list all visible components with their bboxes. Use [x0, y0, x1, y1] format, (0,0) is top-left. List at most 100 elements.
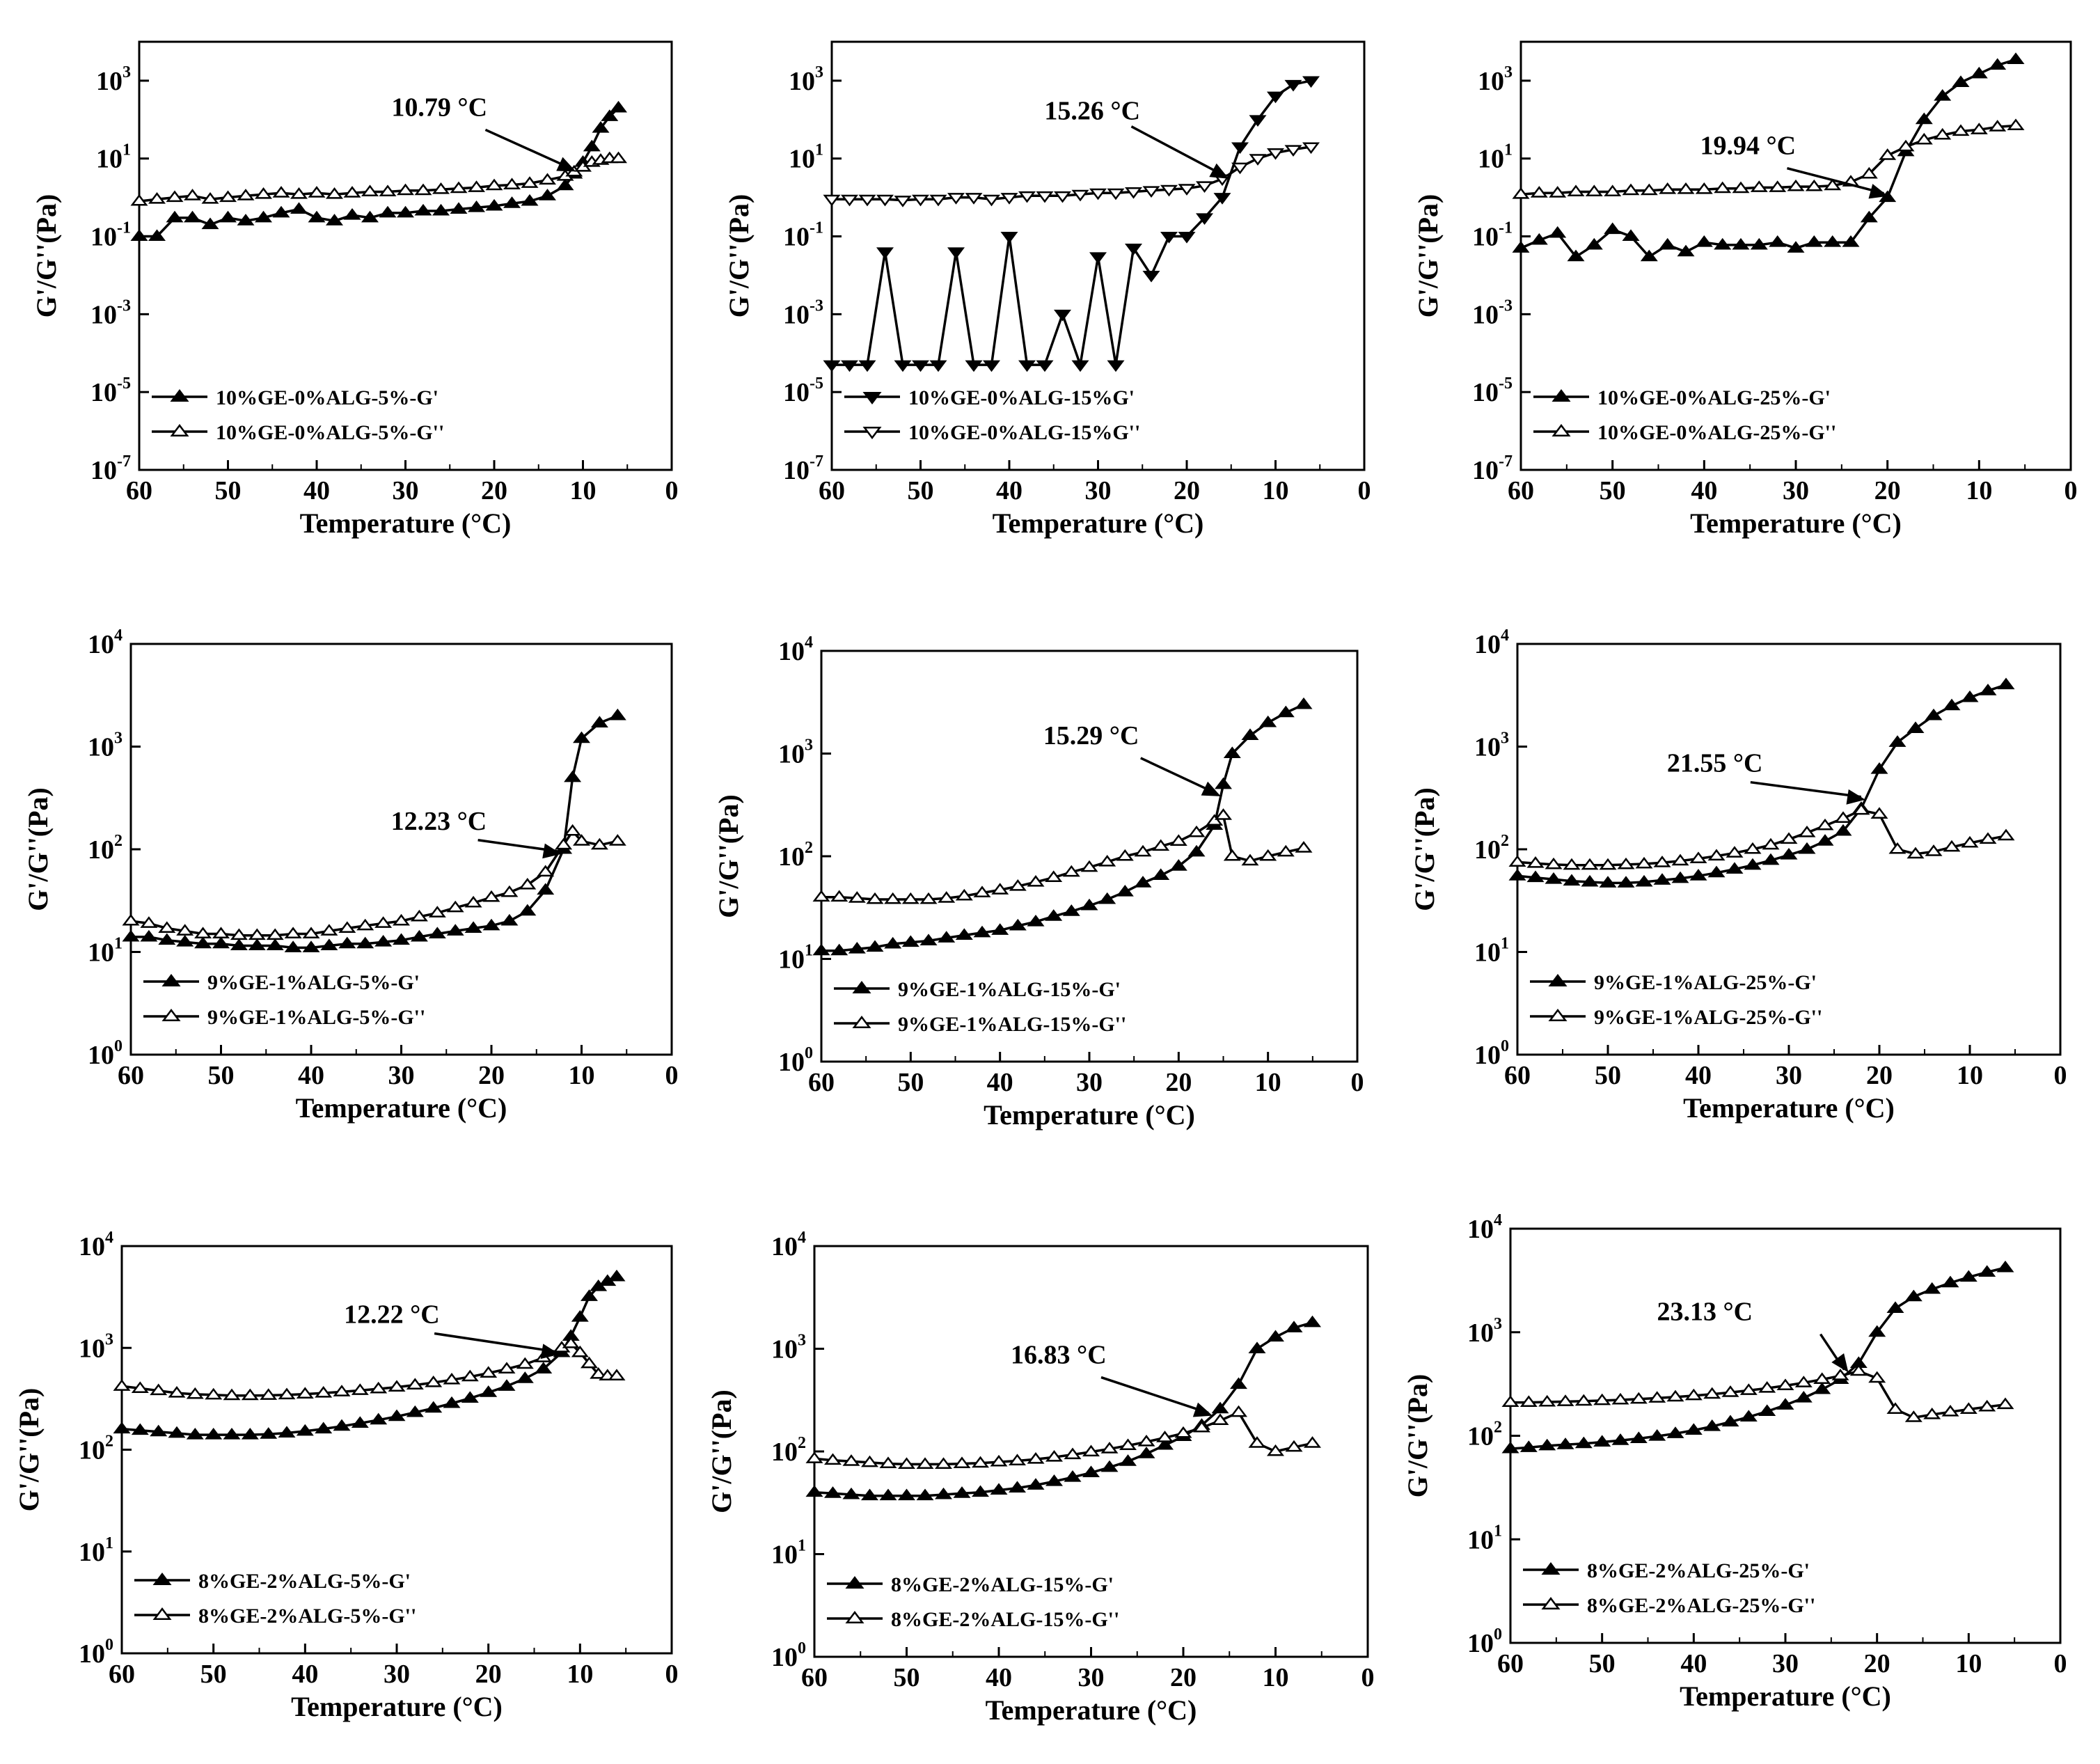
data-point — [482, 918, 500, 931]
data-point — [1563, 858, 1581, 870]
data-point — [1249, 154, 1267, 166]
x-tick-label: 0 — [1351, 1068, 1364, 1097]
x-axis-title: Temperature (°C) — [984, 1099, 1195, 1131]
x-axis-title: Temperature (°C) — [1680, 1680, 1891, 1712]
series-line — [1517, 809, 2007, 867]
y-tick-label: 102 — [1467, 1419, 1502, 1451]
data-point — [1295, 841, 1313, 853]
x-axis-title: Temperature (°C) — [986, 1694, 1197, 1726]
y-tick-label: 104 — [771, 1229, 806, 1261]
data-point — [830, 890, 848, 902]
x-tick-label: 10 — [1263, 476, 1289, 505]
data-point — [1813, 1382, 1831, 1394]
data-point — [1886, 1402, 1904, 1415]
data-point — [840, 360, 859, 372]
data-point — [971, 1485, 990, 1497]
data-point — [830, 943, 848, 956]
data-point — [1732, 181, 1750, 194]
data-point — [866, 940, 884, 952]
data-point — [538, 173, 557, 185]
data-point — [201, 192, 219, 204]
x-tick-label: 50 — [1595, 1061, 1621, 1090]
data-point — [296, 1387, 314, 1399]
data-point — [1879, 148, 1897, 160]
data-point — [1671, 853, 1689, 866]
data-point — [842, 1454, 860, 1466]
x-tick-label: 50 — [908, 476, 934, 505]
data-point — [1000, 232, 1018, 244]
data-point — [1231, 142, 1249, 155]
data-point — [122, 913, 140, 926]
data-point — [503, 178, 521, 190]
data-point — [290, 187, 308, 199]
data-point — [1794, 1391, 1813, 1403]
data-point — [1888, 842, 1906, 854]
data-point — [284, 940, 302, 952]
data-point — [1266, 148, 1285, 160]
series-2 — [130, 151, 628, 206]
data-point — [410, 929, 428, 942]
data-point — [516, 1357, 534, 1369]
data-point — [176, 935, 194, 947]
data-point — [1726, 846, 1744, 858]
data-point — [450, 181, 468, 194]
crossover-annotation: 19.94 °C — [1700, 132, 1796, 161]
y-axis-title: G'/G''(Pa) — [22, 787, 54, 911]
data-point — [1834, 811, 1852, 824]
data-point — [1726, 862, 1744, 874]
series-1 — [130, 100, 628, 242]
x-tick-label: 60 — [1497, 1649, 1524, 1678]
data-point — [982, 360, 1001, 372]
data-point — [131, 1381, 149, 1393]
legend-label: 9%GE-1%ALG-25%-G' — [1594, 971, 1817, 994]
data-point — [1961, 835, 1979, 848]
data-point — [1648, 1429, 1666, 1441]
data-point — [1501, 1395, 1519, 1408]
data-point — [1978, 1399, 1996, 1412]
data-point — [1915, 112, 1933, 125]
legend-label: 8%GE-2%ALG-5%-G'' — [198, 1605, 416, 1628]
y-tick-label: 101 — [88, 935, 123, 968]
data-point — [1659, 182, 1677, 194]
data-point — [150, 1424, 168, 1437]
data-point — [1064, 1447, 1082, 1460]
data-point — [1904, 1410, 1923, 1422]
data-point — [823, 194, 841, 207]
data-point — [396, 205, 415, 218]
data-point — [1266, 1444, 1285, 1456]
data-point — [230, 928, 248, 940]
data-point — [464, 895, 482, 908]
data-point — [1776, 1398, 1794, 1410]
data-point — [1137, 1435, 1155, 1447]
data-point — [205, 1387, 223, 1400]
data-point — [183, 210, 202, 223]
data-point — [1538, 1394, 1556, 1407]
annotation-arrow-head — [1831, 1353, 1849, 1373]
y-tick-label: 101 — [771, 1537, 806, 1570]
data-point — [1758, 1381, 1776, 1393]
data-point — [1187, 844, 1206, 857]
data-point — [388, 1380, 406, 1392]
data-point — [1989, 58, 2007, 70]
data-point — [272, 186, 290, 198]
data-point — [564, 770, 582, 782]
x-tick-label: 10 — [1955, 1649, 1982, 1678]
data-point — [260, 1388, 278, 1400]
data-point — [325, 214, 344, 226]
legend-marker — [1541, 1562, 1561, 1575]
data-point — [901, 935, 919, 947]
data-point — [1241, 853, 1259, 866]
data-point — [296, 1424, 314, 1436]
x-tick-label: 50 — [897, 1068, 924, 1097]
y-tick-label: 100 — [771, 1639, 806, 1672]
data-point — [130, 229, 148, 242]
data-point — [1187, 825, 1206, 837]
data-point — [991, 923, 1009, 935]
data-point — [1285, 1321, 1303, 1332]
data-point — [1870, 807, 1888, 819]
x-tick-label: 50 — [208, 1061, 235, 1090]
data-point — [1934, 89, 1952, 101]
data-point — [1943, 840, 1961, 852]
y-axis-title: G'/G''(Pa) — [723, 194, 755, 318]
data-point — [1027, 875, 1045, 887]
